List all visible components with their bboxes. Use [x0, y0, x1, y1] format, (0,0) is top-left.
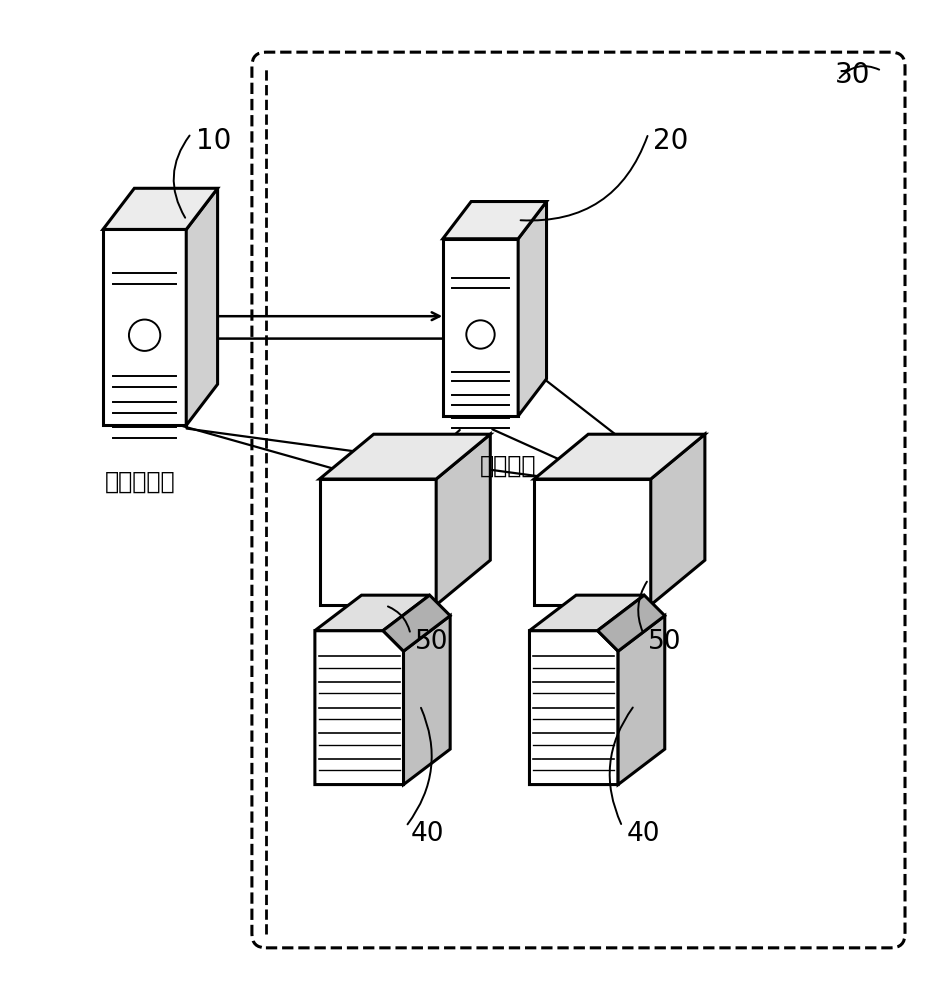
Text: 30: 30 — [835, 61, 870, 89]
Polygon shape — [618, 616, 664, 785]
Polygon shape — [103, 229, 187, 425]
Polygon shape — [319, 434, 491, 479]
Polygon shape — [534, 479, 651, 605]
Text: 40: 40 — [411, 821, 444, 847]
Polygon shape — [443, 202, 547, 239]
Text: 10: 10 — [196, 127, 231, 155]
Polygon shape — [103, 188, 217, 229]
Text: 20: 20 — [653, 127, 689, 155]
Polygon shape — [443, 239, 518, 416]
Polygon shape — [315, 631, 403, 785]
Polygon shape — [651, 434, 705, 605]
Polygon shape — [319, 479, 437, 605]
Polygon shape — [403, 616, 450, 785]
Text: 管理服务器: 管理服务器 — [104, 469, 175, 493]
Text: 50: 50 — [648, 629, 682, 655]
Polygon shape — [383, 595, 450, 651]
Polygon shape — [315, 595, 429, 631]
Text: 用户终端: 用户终端 — [480, 453, 536, 477]
Polygon shape — [530, 595, 644, 631]
Polygon shape — [518, 202, 547, 416]
Text: 50: 50 — [415, 629, 449, 655]
Polygon shape — [530, 631, 618, 785]
Polygon shape — [437, 434, 491, 605]
Polygon shape — [597, 595, 664, 651]
Text: 40: 40 — [627, 821, 661, 847]
Polygon shape — [534, 434, 705, 479]
Polygon shape — [187, 188, 217, 425]
